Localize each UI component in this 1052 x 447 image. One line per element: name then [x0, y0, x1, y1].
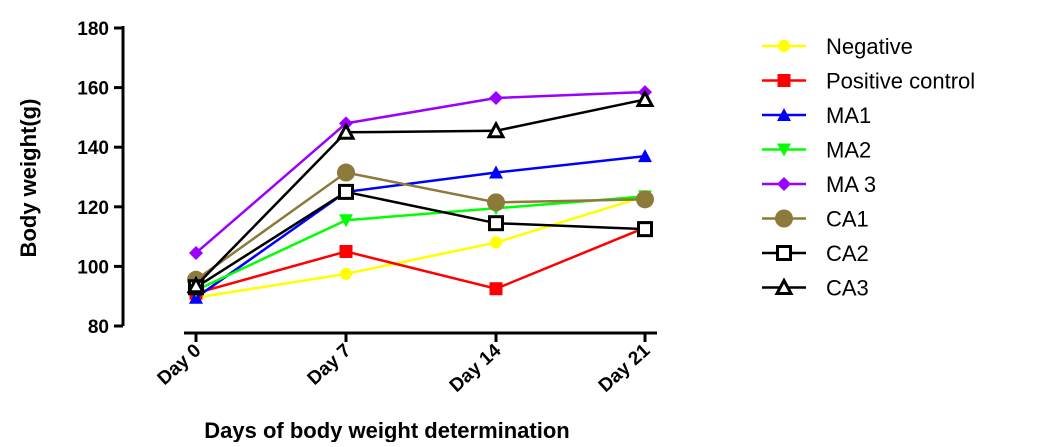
- y-axis-title: Body weight(g): [16, 99, 41, 258]
- y-tick-label: 140: [77, 138, 109, 159]
- legend-marker: [776, 245, 792, 261]
- legend-item: MA1: [762, 103, 871, 128]
- data-point: [637, 221, 653, 238]
- x-tick-label: Day 7: [304, 340, 356, 390]
- legend-marker: [777, 177, 791, 191]
- series-line: [195, 195, 646, 299]
- data-point: [189, 245, 203, 260]
- legend-label: CA1: [826, 207, 869, 232]
- data-point: [336, 122, 356, 140]
- x-tick-label: Day 14: [446, 340, 506, 397]
- legend-label: CA2: [826, 241, 869, 266]
- y-tick-label: 100: [77, 257, 109, 278]
- legend-marker: [775, 209, 793, 228]
- legend-marker: [777, 143, 791, 157]
- series-8: [186, 89, 655, 294]
- legend-item: CA3: [762, 276, 869, 301]
- legend-marker: [774, 277, 794, 295]
- data-point: [489, 282, 503, 296]
- data-point: [490, 236, 502, 249]
- data-point: [488, 215, 504, 232]
- data-point: [340, 267, 352, 280]
- legend-item: MA 3: [762, 172, 876, 197]
- legend-item: CA2: [762, 241, 869, 266]
- legend-label: MA 3: [826, 172, 876, 197]
- legend-label: Negative: [826, 34, 913, 59]
- legend-item: CA1: [762, 207, 869, 232]
- legend-label: CA3: [826, 276, 869, 301]
- y-tick-label: 80: [88, 317, 109, 338]
- data-point: [487, 193, 505, 212]
- series-line: [195, 190, 646, 289]
- legend-label: Positive control: [826, 69, 975, 94]
- data-point: [339, 214, 353, 228]
- y-tick-label: 120: [77, 198, 109, 219]
- legend-item: Positive control: [762, 69, 975, 94]
- legend-label: MA2: [826, 138, 871, 163]
- data-point: [339, 245, 353, 258]
- y-tick-label: 180: [77, 19, 109, 40]
- data-point: [486, 120, 506, 139]
- legend-label: MA1: [826, 103, 871, 128]
- legend-marker: [778, 40, 790, 52]
- data-point: [638, 149, 652, 163]
- y-tick-label: 160: [77, 79, 109, 100]
- series-line: [195, 98, 646, 287]
- series-line: [195, 226, 646, 295]
- series-line: [195, 90, 646, 254]
- legend-marker: [777, 108, 791, 121]
- series-line: [195, 154, 646, 299]
- data-point: [337, 163, 355, 182]
- series-line: [195, 195, 646, 292]
- legend-item: MA2: [762, 138, 871, 163]
- legend-marker: [777, 74, 791, 87]
- x-tick-label: Day 0: [154, 340, 206, 390]
- x-tick-label: Day 21: [595, 340, 655, 397]
- legend-item: Negative: [762, 34, 913, 59]
- data-point: [636, 190, 654, 209]
- series-line: [195, 171, 646, 281]
- x-axis-title: Days of body weight determination: [204, 418, 569, 442]
- data-point: [489, 165, 503, 179]
- data-point: [186, 275, 206, 294]
- data-point: [338, 183, 354, 200]
- data-point: [635, 89, 655, 108]
- series-5: [189, 85, 652, 260]
- data-point: [489, 91, 503, 106]
